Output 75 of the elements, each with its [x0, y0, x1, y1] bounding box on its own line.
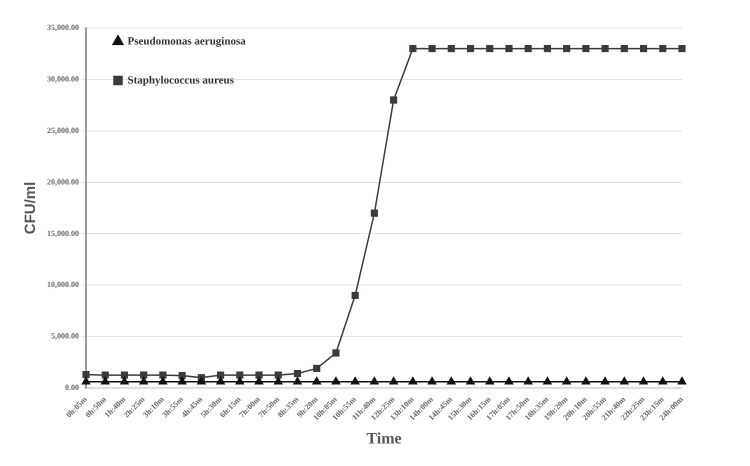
point [82, 371, 90, 378]
point [620, 377, 629, 385]
point [352, 292, 359, 299]
point [543, 377, 552, 385]
point [274, 377, 282, 385]
point [582, 377, 590, 385]
point [236, 372, 244, 379]
point [678, 44, 686, 52]
point [486, 44, 494, 52]
point [139, 377, 148, 385]
point [408, 377, 418, 385]
y-tick-label: 25,000.00 [47, 126, 79, 135]
y-tick-label: 0.00 [65, 383, 79, 392]
point [294, 370, 302, 378]
point [600, 377, 610, 385]
point [370, 377, 379, 385]
point [602, 44, 609, 52]
point [659, 44, 666, 52]
x-axis-title: Time [366, 430, 402, 448]
point [504, 377, 514, 385]
y-tick-label: 10,000.00 [47, 280, 79, 290]
point [428, 377, 436, 385]
point [82, 377, 90, 385]
point [293, 377, 302, 385]
point [158, 377, 168, 385]
legend-label: Pseudomonas aeruginosa [128, 35, 246, 48]
point [332, 377, 340, 385]
point [448, 44, 455, 52]
point [120, 372, 128, 379]
point [389, 377, 398, 385]
point [254, 377, 264, 385]
point [312, 377, 321, 385]
point [350, 377, 360, 385]
y-axis-title: CFU/ml [22, 182, 40, 234]
point [332, 349, 340, 357]
point [582, 44, 590, 52]
point [255, 372, 263, 379]
y-tick-label: 20,000.00 [47, 177, 79, 186]
y-tick-label: 35,000.00 [47, 23, 79, 32]
point [678, 377, 686, 385]
point [178, 377, 186, 385]
point [217, 372, 224, 379]
point [390, 96, 398, 104]
point [178, 372, 186, 380]
y-tick-label: 30,000.00 [47, 74, 79, 84]
point [313, 364, 320, 372]
point [197, 377, 206, 385]
point [544, 44, 551, 52]
point [409, 44, 416, 52]
y-tick-label: 15,000.00 [47, 228, 79, 238]
point [658, 377, 667, 385]
point [639, 377, 648, 385]
point [216, 377, 225, 385]
point [620, 44, 628, 52]
point [505, 44, 513, 52]
point [159, 372, 166, 379]
point [562, 377, 571, 385]
point [102, 372, 109, 379]
point [563, 44, 570, 52]
point [524, 44, 532, 52]
point [486, 377, 494, 385]
point [101, 377, 110, 385]
point [466, 44, 474, 52]
point [120, 377, 129, 385]
point [140, 372, 148, 379]
y-tick-label: 5,000.00 [51, 332, 79, 341]
point [524, 377, 532, 385]
legend-label: Staphylococcus aureus [128, 74, 235, 86]
point [370, 210, 378, 217]
point [447, 377, 456, 385]
point [236, 377, 244, 385]
point [428, 44, 436, 52]
point [640, 44, 648, 52]
point [466, 377, 475, 385]
point [274, 372, 282, 379]
